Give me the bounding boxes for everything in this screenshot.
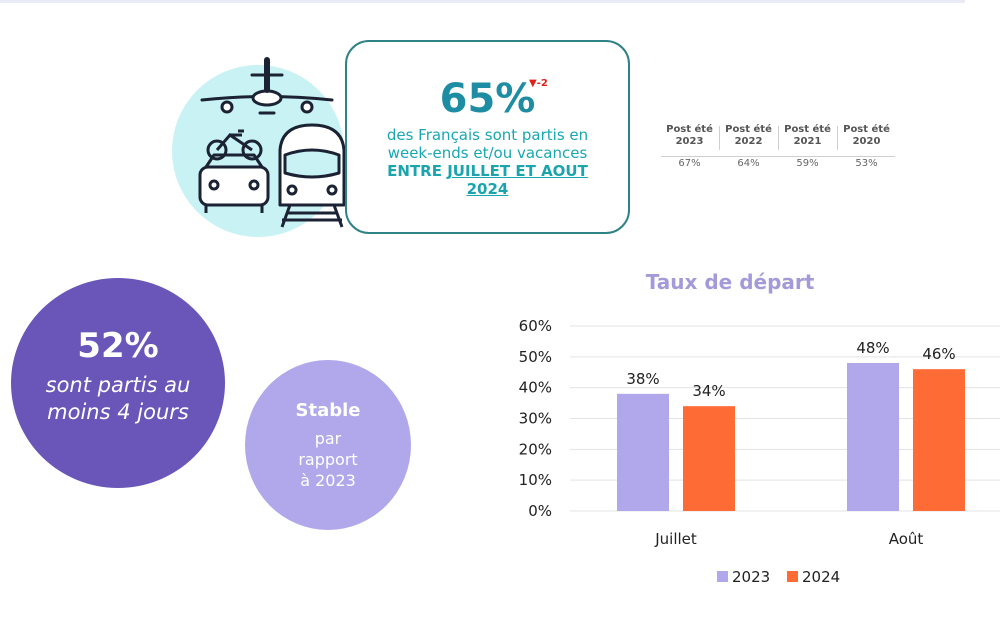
legend-label: 2024 bbox=[802, 568, 840, 586]
main-stat-line2: week-ends et/ou vacances bbox=[387, 144, 588, 162]
duration-stat-line2: moins 4 jours bbox=[47, 400, 189, 424]
main-stat-delta: ▼-2 bbox=[529, 78, 548, 89]
history-value: 59% bbox=[796, 158, 819, 169]
history-value: 67% bbox=[678, 158, 701, 169]
departure-rate-chart: 0% 10% 20% 30% 40% 50% 60% 38% 34% Juillet 48% 46% A… bbox=[519, 317, 1000, 586]
bar-2023-juillet bbox=[617, 393, 669, 511]
data-label: 46% bbox=[922, 345, 955, 363]
category-label: Août bbox=[889, 530, 924, 548]
main-stat-line3-underlined: JUILLET ET AOUT bbox=[447, 162, 588, 180]
data-label: 48% bbox=[856, 339, 889, 357]
history-value: 64% bbox=[737, 158, 760, 169]
history-col: Post été 2023 67% bbox=[661, 124, 718, 169]
y-tick-label: 60% bbox=[519, 317, 552, 335]
history-year: 2020 bbox=[852, 136, 881, 147]
history-divider bbox=[837, 126, 838, 150]
trend-text: par rapport à 2023 bbox=[245, 428, 411, 491]
train-icon bbox=[278, 123, 346, 228]
history-divider bbox=[778, 126, 779, 150]
trend-line1: par bbox=[314, 429, 342, 448]
main-stat-value: 65% ▼-2 bbox=[347, 76, 628, 122]
category-label: Juillet bbox=[654, 530, 697, 548]
plane-icon bbox=[200, 57, 334, 115]
history-rule bbox=[661, 156, 895, 157]
trend-head: Stable bbox=[295, 400, 361, 421]
y-tick-label: 30% bbox=[519, 410, 552, 428]
history-col: Post été 2020 53% bbox=[838, 124, 895, 169]
history-divider bbox=[719, 126, 720, 150]
legend-label: 2023 bbox=[732, 568, 770, 586]
trend-line3: à 2023 bbox=[300, 471, 356, 490]
duration-stat-line1: sont partis au bbox=[45, 373, 191, 397]
main-stat-line4: 2024 bbox=[466, 180, 509, 198]
duration-stat-circle: 52% sont partis au moins 4 jours bbox=[11, 278, 225, 488]
transport-icon bbox=[198, 57, 346, 228]
history-header: Post été bbox=[725, 124, 772, 135]
y-tick-label: 50% bbox=[519, 348, 552, 366]
y-tick-label: 20% bbox=[519, 440, 552, 458]
history-col: Post été 2021 59% bbox=[779, 124, 836, 169]
y-tick-label: 40% bbox=[519, 379, 552, 397]
y-tick-label: 10% bbox=[519, 471, 552, 489]
history-year: 2022 bbox=[734, 136, 763, 147]
main-stat-line3-prefix: ENTRE bbox=[387, 162, 448, 180]
main-stat-description: des Français sont partis en week-ends et… bbox=[347, 126, 628, 198]
duration-stat-value: 52% bbox=[77, 326, 159, 366]
history-header: Post été bbox=[843, 124, 890, 135]
main-stat-card: 65% ▼-2 des Français sont partis en week… bbox=[345, 40, 630, 234]
duration-stat-text: sont partis au moins 4 jours bbox=[11, 372, 225, 426]
history-value: 53% bbox=[855, 158, 878, 169]
bar-2023-août bbox=[847, 363, 899, 511]
main-stat-line3: ENTRE JUILLET ET AOUT bbox=[347, 162, 628, 180]
trend-line2: rapport bbox=[298, 450, 358, 469]
car-icon bbox=[198, 153, 270, 213]
y-tick-label: 0% bbox=[528, 502, 552, 520]
bar-2024-juillet bbox=[683, 406, 735, 511]
main-stat-line1: des Français sont partis en bbox=[386, 126, 589, 144]
history-header: Post été bbox=[666, 124, 713, 135]
bar-2024-août bbox=[913, 369, 965, 511]
data-label: 38% bbox=[626, 370, 659, 388]
data-label: 34% bbox=[692, 382, 725, 400]
legend-swatch-2023 bbox=[717, 571, 728, 582]
history-year: 2021 bbox=[793, 136, 822, 147]
history-header: Post été bbox=[784, 124, 831, 135]
bike-icon bbox=[206, 129, 263, 161]
top-divider bbox=[0, 0, 965, 3]
history-year: 2023 bbox=[675, 136, 704, 147]
trend-circle: Stable par rapport à 2023 bbox=[245, 360, 411, 530]
main-stat-number: 65% bbox=[439, 76, 536, 122]
history-col: Post été 2022 64% bbox=[720, 124, 777, 169]
chart-title: Taux de départ bbox=[645, 270, 815, 294]
legend-swatch-2024 bbox=[787, 571, 798, 582]
